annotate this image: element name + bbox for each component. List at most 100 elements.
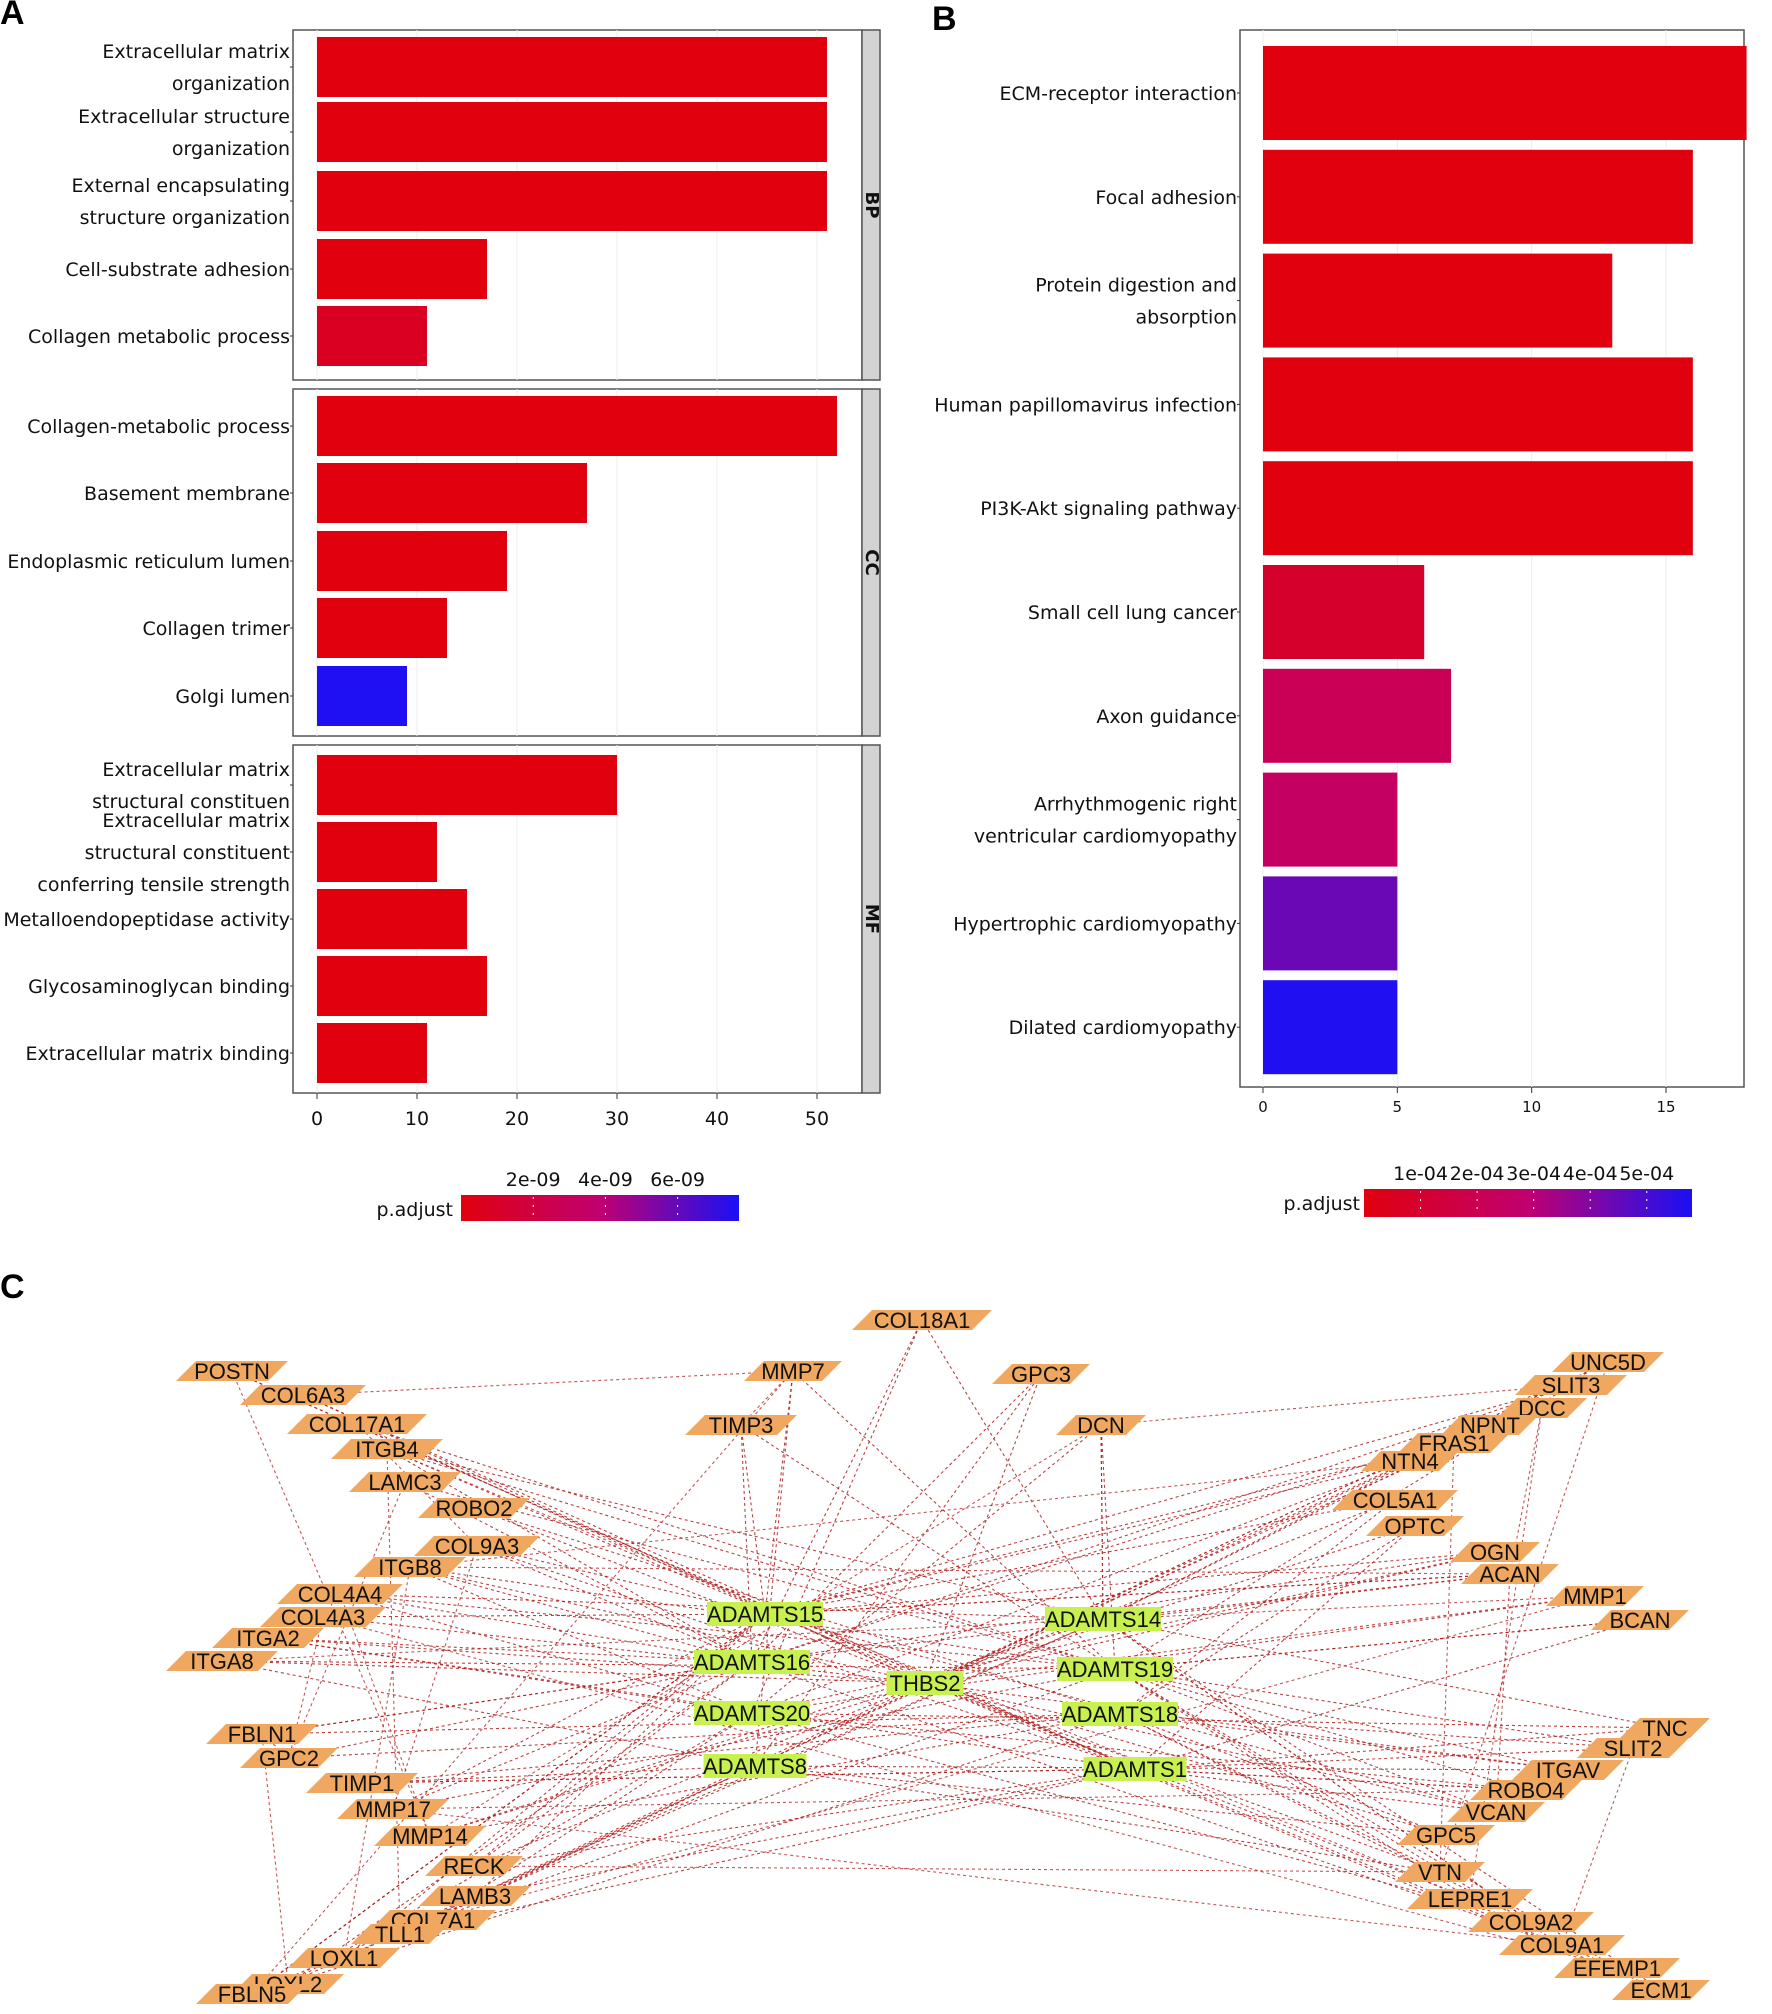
- hub-node-adamts14: [1045, 1607, 1161, 1631]
- edge: [322, 1616, 1618, 1969]
- hub-label-adamts18: ADAMTS18: [1062, 1702, 1178, 1727]
- category-label: Extracellular structure: [78, 106, 290, 128]
- colorbar-a: [461, 1195, 739, 1221]
- node-mmp1: [1546, 1586, 1644, 1606]
- category-label: Extracellular matrix: [102, 41, 290, 63]
- node-col9a2: [1468, 1912, 1594, 1932]
- node-label-lepre1: LEPRE1: [1428, 1887, 1512, 1912]
- edge: [764, 1551, 1496, 1615]
- node-label-loxl1: LOXL1: [310, 1946, 379, 1971]
- bar-extracellular-matrix-structural-constituen: [317, 755, 617, 815]
- edge: [754, 1765, 1447, 1836]
- category-label: Golgi lumen: [175, 686, 290, 708]
- node-label-mmp1: MMP1: [1563, 1584, 1627, 1609]
- node-fras1: [1398, 1433, 1510, 1453]
- edge: [764, 1384, 1572, 1615]
- hub-label-adamts15: ADAMTS15: [707, 1602, 823, 1627]
- node-col17a1: [287, 1414, 427, 1434]
- node-timp3: [685, 1415, 797, 1435]
- edge: [361, 1765, 756, 1784]
- category-label: structure organization: [80, 207, 290, 229]
- edge: [356, 1423, 1116, 1670]
- node-label-fbln5: FBLN5: [218, 1982, 286, 2007]
- x-tick-label: 20: [505, 1108, 529, 1130]
- hub-node-adamts18: [1062, 1702, 1178, 1726]
- hub-node-adamts20: [694, 1701, 810, 1725]
- node-label-ecm1: ECM1: [1630, 1978, 1691, 2003]
- node-label-col9a2: COL9A2: [1489, 1910, 1573, 1935]
- edge: [221, 1660, 756, 1767]
- edge: [1119, 1713, 1569, 1771]
- bar-basement-membrane: [317, 463, 587, 523]
- legend-tick-label: 2e-09: [506, 1169, 561, 1191]
- hub-node-adamts19: [1057, 1657, 1173, 1681]
- node-label-robo2: ROBO2: [435, 1496, 512, 1521]
- node-label-ntn4: NTN4: [1381, 1449, 1438, 1474]
- node-label-gpc2: GPC2: [259, 1746, 319, 1771]
- edge: [473, 1507, 1121, 1715]
- edge: [473, 1865, 1441, 1873]
- edge: [339, 1593, 1104, 1620]
- bar-arrhythmogenic-right-ventricular-cardiomyopathy: [1263, 772, 1398, 867]
- node-label-col4a4: COL4A4: [298, 1582, 382, 1607]
- node-lepre1: [1407, 1889, 1533, 1909]
- x-tick-label: 50: [805, 1108, 829, 1130]
- category-label: Extracellular matrix binding: [26, 1043, 290, 1065]
- hub-label-adamts1: ADAMTS1: [1083, 1757, 1187, 1782]
- node-label-col4a3: COL4A3: [281, 1605, 365, 1630]
- edge: [392, 1668, 1116, 1810]
- legend-title-a: p.adjust: [377, 1199, 453, 1221]
- node-tnc: [1620, 1718, 1710, 1738]
- edge: [288, 1481, 406, 1759]
- edge: [1469, 1407, 1543, 1900]
- node-gpc3: [992, 1364, 1090, 1384]
- edge: [1100, 1384, 1572, 1426]
- node-label-col17a1: COL17A1: [309, 1412, 406, 1437]
- edge: [409, 1566, 753, 1663]
- hub-node-adamts15: [707, 1602, 823, 1626]
- panel-letter-c: C: [0, 1268, 25, 1306]
- edge: [251, 1370, 794, 1995]
- category-label: organization: [172, 73, 290, 95]
- x-tick-label: 40: [705, 1108, 729, 1130]
- node-label-timp3: TIMP3: [709, 1413, 774, 1438]
- bar-extracellular-matrix-structural-constituent-conferring-tensile-strength: [317, 822, 437, 882]
- x-tick-label: 0: [311, 1108, 323, 1130]
- bar-collagen-metabolic-process: [317, 306, 427, 366]
- x-tick-label: 15: [1656, 1098, 1675, 1116]
- legend-tick-label: 4e-09: [578, 1169, 633, 1191]
- category-label: Small cell lung cancer: [1028, 602, 1237, 624]
- edge: [751, 1573, 1511, 1663]
- node-label-unc5d: UNC5D: [1570, 1350, 1646, 1375]
- category-label: Arrhythmogenic right: [1034, 794, 1237, 816]
- category-label: Axon guidance: [1096, 706, 1237, 728]
- node-label-col6a3: COL6A3: [261, 1383, 345, 1408]
- node-mmp7: [744, 1361, 842, 1381]
- edge: [751, 1373, 1042, 1663]
- bar-dilated-cardiomyopathy: [1263, 980, 1398, 1075]
- hub-node-adamts1: [1083, 1757, 1187, 1781]
- legend-tick-label: 3e-04: [1506, 1163, 1561, 1185]
- hub-node-adamts8: [703, 1754, 807, 1778]
- edge: [1114, 1668, 1471, 1900]
- node-dcn: [1056, 1415, 1146, 1435]
- category-label: Focal adhesion: [1095, 187, 1237, 209]
- node-label-col5a1: COL5A1: [1353, 1488, 1437, 1513]
- edge: [322, 1613, 766, 1618]
- category-label: Human papillomavirus infection: [934, 394, 1237, 416]
- x-tick-label: 10: [405, 1108, 429, 1130]
- bar-axon-guidance: [1263, 668, 1452, 763]
- node-label-slit2: SLIT2: [1604, 1736, 1663, 1761]
- x-tick-label: 0: [1258, 1098, 1268, 1116]
- category-label: structural constituent: [85, 842, 290, 864]
- legend-tick-label: 5e-04: [1619, 1163, 1674, 1185]
- node-col4a3: [260, 1607, 386, 1627]
- edge: [740, 1424, 766, 1615]
- bar-endoplasmic-reticulum-lumen: [317, 531, 507, 591]
- edge: [924, 1499, 1396, 1684]
- node-label-robo4: ROBO4: [1487, 1778, 1564, 1803]
- panel-b-kegg-enrichment: B ECM-receptor interaction Focal adhesion P…: [932, 0, 1747, 1217]
- category-label: ventricular cardiomyopathy: [974, 826, 1237, 848]
